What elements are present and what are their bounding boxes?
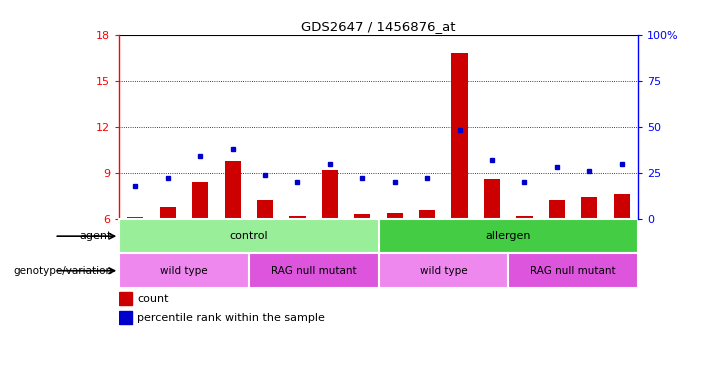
Text: agent: agent: [80, 231, 112, 241]
Text: count: count: [137, 294, 169, 304]
Bar: [257, 200, 273, 219]
Bar: [249, 253, 379, 288]
Text: percentile rank within the sample: percentile rank within the sample: [137, 313, 325, 323]
Bar: [549, 200, 565, 219]
Bar: [119, 219, 379, 253]
Bar: [484, 179, 500, 219]
Text: wild type: wild type: [161, 266, 207, 276]
Bar: [379, 219, 638, 253]
Title: GDS2647 / 1456876_at: GDS2647 / 1456876_at: [301, 20, 456, 33]
Bar: [419, 210, 435, 219]
Text: control: control: [229, 231, 268, 241]
Bar: [451, 53, 468, 219]
Text: RAG null mutant: RAG null mutant: [530, 266, 616, 276]
Bar: [119, 311, 132, 324]
Text: allergen: allergen: [486, 231, 531, 241]
Bar: [387, 213, 403, 219]
Bar: [119, 253, 249, 288]
Bar: [613, 194, 629, 219]
Bar: [581, 197, 597, 219]
Bar: [508, 253, 638, 288]
Text: RAG null mutant: RAG null mutant: [271, 266, 357, 276]
Bar: [224, 161, 240, 219]
Bar: [160, 207, 176, 219]
Text: wild type: wild type: [420, 266, 467, 276]
Bar: [379, 253, 508, 288]
Bar: [128, 217, 144, 219]
Text: genotype/variation: genotype/variation: [13, 266, 112, 276]
Bar: [322, 170, 338, 219]
Bar: [354, 214, 370, 219]
Bar: [192, 182, 208, 219]
Bar: [517, 216, 533, 219]
Bar: [290, 216, 306, 219]
Bar: [119, 292, 132, 305]
